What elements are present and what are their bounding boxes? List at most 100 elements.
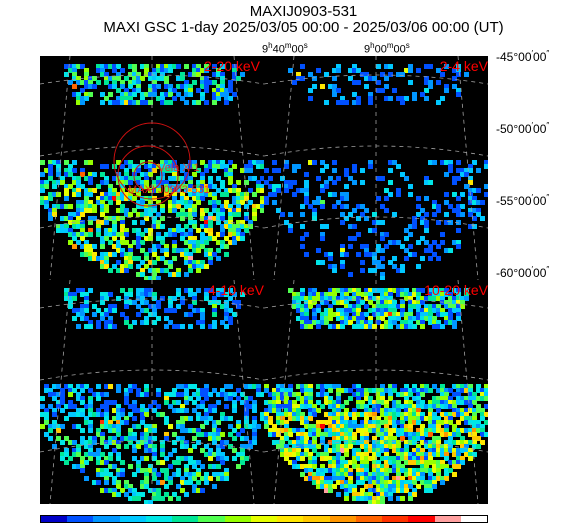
- map-pixel: [228, 288, 233, 293]
- map-pixel: [456, 228, 461, 233]
- map-pixel: [124, 264, 129, 269]
- map-pixel: [184, 240, 189, 245]
- map-pixel: [384, 408, 389, 413]
- map-pixel: [352, 384, 357, 389]
- map-pixel: [448, 432, 453, 437]
- map-pixel: [364, 248, 369, 253]
- map-pixel: [404, 468, 409, 473]
- map-pixel: [384, 444, 389, 449]
- map-pixel: [288, 184, 293, 189]
- map-pixel: [364, 420, 369, 425]
- map-pixel: [368, 388, 373, 393]
- map-pixel: [252, 384, 257, 389]
- map-pixel: [240, 292, 245, 297]
- map-pixel: [376, 472, 381, 477]
- map-pixel: [68, 204, 73, 209]
- map-pixel: [232, 212, 237, 217]
- map-pixel: [264, 168, 269, 173]
- map-pixel: [332, 192, 337, 197]
- map-pixel: [180, 428, 185, 433]
- map-pixel: [348, 440, 353, 445]
- map-pixel: [128, 180, 133, 185]
- map-pixel: [172, 272, 177, 277]
- map-pixel: [360, 392, 365, 397]
- map-pixel: [484, 184, 488, 189]
- map-pixel: [472, 412, 477, 417]
- map-pixel: [412, 468, 417, 473]
- map-pixel: [232, 312, 237, 317]
- map-pixel: [392, 388, 397, 393]
- map-pixel: [368, 424, 373, 429]
- map-pixel: [416, 456, 421, 461]
- map-pixel: [200, 404, 205, 409]
- map-pixel: [68, 68, 73, 73]
- map-pixel: [372, 480, 377, 485]
- map-pixel: [108, 100, 113, 105]
- map-pixel: [328, 420, 333, 425]
- map-pixel: [336, 492, 341, 497]
- map-pixel: [396, 476, 401, 481]
- map-pixel: [112, 324, 117, 329]
- map-pixel: [228, 240, 233, 245]
- map-pixel: [224, 404, 229, 409]
- map-pixel: [64, 460, 69, 465]
- map-pixel: [308, 72, 313, 77]
- map-pixel: [272, 404, 277, 409]
- map-pixel: [164, 100, 169, 105]
- map-pixel: [404, 236, 409, 241]
- map-pixel: [324, 224, 329, 229]
- map-pixel: [212, 168, 217, 173]
- map-pixel: [144, 432, 149, 437]
- map-pixel: [136, 176, 141, 181]
- map-pixel: [88, 456, 93, 461]
- map-pixel: [344, 424, 349, 429]
- map-pixel: [124, 192, 129, 197]
- map-pixel: [92, 440, 97, 445]
- map-pixel: [344, 440, 349, 445]
- map-pixel: [216, 392, 221, 397]
- map-pixel: [484, 160, 488, 165]
- map-pixel: [180, 488, 185, 493]
- map-pixel: [184, 248, 189, 253]
- map-pixel: [200, 416, 205, 421]
- map-pixel: [348, 296, 353, 301]
- map-pixel: [376, 300, 381, 305]
- map-pixel: [68, 64, 73, 69]
- map-pixel: [356, 492, 361, 497]
- map-pixel: [228, 88, 233, 93]
- map-pixel: [132, 68, 137, 73]
- map-pixel: [120, 164, 125, 169]
- map-pixel: [384, 488, 389, 493]
- map-pixel: [144, 264, 149, 269]
- map-pixel: [232, 448, 237, 453]
- map-pixel: [136, 304, 141, 309]
- map-pixel: [368, 400, 373, 405]
- map-pixel: [460, 192, 465, 197]
- map-pixel: [372, 304, 377, 309]
- map-pixel: [152, 252, 157, 257]
- map-pixel: [232, 184, 237, 189]
- map-pixel: [104, 444, 109, 449]
- map-pixel: [248, 188, 253, 193]
- color-scale-step: [355, 516, 383, 522]
- map-pixel: [108, 464, 113, 469]
- map-pixel: [88, 208, 93, 213]
- map-pixel: [60, 180, 65, 185]
- map-pixel: [48, 196, 53, 201]
- map-pixel: [96, 468, 101, 473]
- map-pixel: [300, 404, 305, 409]
- map-pixel: [416, 204, 421, 209]
- map-pixel: [324, 448, 329, 453]
- map-pixel: [420, 300, 425, 305]
- map-pixel: [320, 484, 325, 489]
- map-pixel: [192, 172, 197, 177]
- map-pixel: [152, 452, 157, 457]
- map-pixel: [176, 64, 181, 69]
- map-pixel: [136, 76, 141, 81]
- map-pixel: [376, 444, 381, 449]
- map-pixel: [128, 412, 133, 417]
- map-pixel: [112, 196, 117, 201]
- map-pixel: [88, 76, 93, 81]
- map-pixel: [104, 80, 109, 85]
- map-pixel: [68, 296, 73, 301]
